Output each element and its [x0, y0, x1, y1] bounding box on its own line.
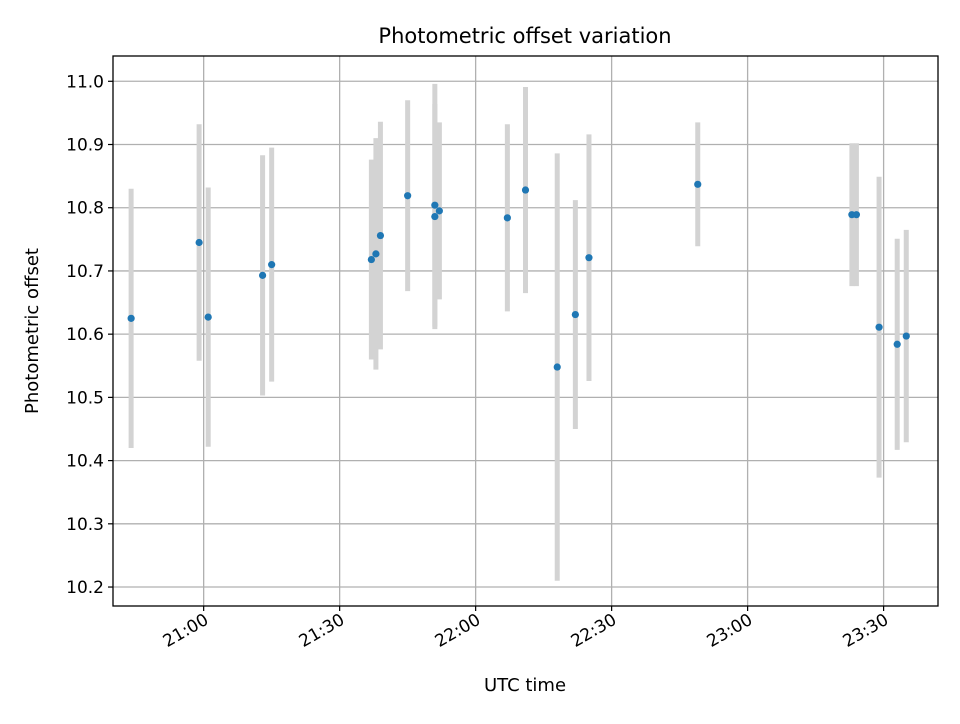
data-point: [902, 332, 910, 340]
y-tick-label: 10.9: [66, 136, 104, 156]
x-axis-label: UTC time: [484, 675, 566, 696]
y-tick-label: 10.4: [66, 452, 104, 472]
data-point: [431, 201, 439, 209]
y-tick-label: 10.3: [66, 515, 104, 535]
data-point: [435, 207, 443, 215]
data-point: [204, 313, 212, 321]
plot-frame: [112, 55, 939, 607]
data-point: [521, 186, 530, 194]
data-point: [852, 211, 861, 219]
y-tick-label: 10.8: [66, 199, 104, 219]
data-points: [127, 180, 910, 371]
y-axis-label: Photometric offset: [22, 248, 43, 414]
data-point: [585, 254, 593, 262]
data-point: [404, 192, 412, 200]
data-point: [875, 323, 883, 331]
data-point: [127, 314, 135, 322]
y-tick-label: 11.0: [66, 72, 104, 92]
data-point: [431, 212, 439, 221]
data-point: [372, 250, 380, 258]
data-point: [268, 261, 276, 269]
chart-title: Photometric offset variation: [378, 24, 671, 48]
data-point: [195, 238, 203, 247]
y-tick-label: 10.5: [66, 388, 104, 408]
data-point: [258, 271, 267, 279]
data-point: [367, 255, 375, 264]
data-point: [503, 214, 511, 222]
y-tick-label: 10.6: [66, 325, 104, 345]
y-axis-ticks: 10.2 10.3 10.4 10.5 10.6 10.7 10.8 10.9 11.0: [66, 72, 113, 598]
data-point: [893, 340, 901, 348]
data-point: [571, 310, 579, 319]
y-tick-label: 10.7: [66, 262, 104, 282]
data-point: [376, 231, 385, 240]
data-point: [694, 180, 702, 188]
data-point: [553, 363, 561, 371]
y-tick-label: 10.2: [66, 578, 104, 598]
